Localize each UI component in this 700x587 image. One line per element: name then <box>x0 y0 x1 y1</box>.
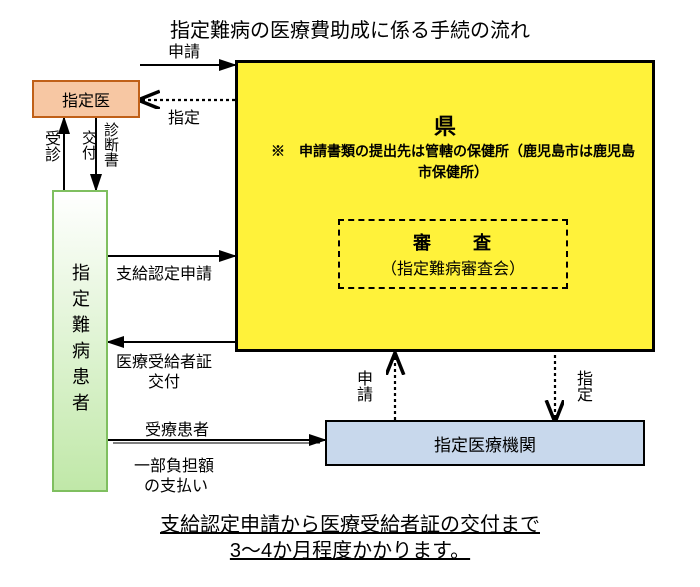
label-koufu-vert: 交付 <box>78 130 99 160</box>
doctor-label: 指定医 <box>62 87 110 111</box>
label-shikyuu-shinsei: 支給認定申請 <box>116 260 212 284</box>
review-line1: 審 査 <box>354 229 552 255</box>
footer-line1: 支給認定申請から医療受給者証の交付まで <box>160 514 540 536</box>
box-doctor: 指定医 <box>32 80 140 118</box>
label-ichibu-l2: の支払い <box>144 472 208 496</box>
label-shinsei-top: 申請 <box>168 38 200 62</box>
box-prefecture: 県 ※ 申請書類の提出先は管轄の保健所（鹿児島市は鹿児島市保健所） 審 査 （指… <box>235 60 655 352</box>
prefecture-note: ※ 申請書類の提出先は管轄の保健所（鹿児島市は鹿児島市保健所） <box>268 141 638 183</box>
patient-label: 指定難病患者 <box>67 263 93 419</box>
footer-line2: 3～4か月程度かかります。 <box>230 540 470 562</box>
institution-label: 指定医療機関 <box>434 431 536 456</box>
review-line2: （指定難病審査会） <box>354 255 552 279</box>
label-jukyuusha-l2: 交付 <box>148 368 180 392</box>
footer-text: 支給認定申請から医療受給者証の交付まで 3～4か月程度かかります。 <box>0 512 700 564</box>
box-institution: 指定医療機関 <box>325 420 645 466</box>
label-juryou-kanja: 受療患者 <box>145 416 209 440</box>
label-shindansho: 診断書 <box>100 122 121 167</box>
box-review: 審 査 （指定難病審査会） <box>338 219 568 289</box>
label-shinsei-bot: 申請 <box>350 370 374 402</box>
diagram-root: 指定難病の医療費助成に係る手続の流れ <box>0 0 700 587</box>
label-shitei-top: 指定 <box>168 104 200 128</box>
box-patient: 指定難病患者 <box>52 190 108 492</box>
label-shitei-bot: 指定 <box>570 370 594 402</box>
label-jushin: 受診 <box>38 130 62 162</box>
prefecture-title: 県 <box>238 109 652 141</box>
